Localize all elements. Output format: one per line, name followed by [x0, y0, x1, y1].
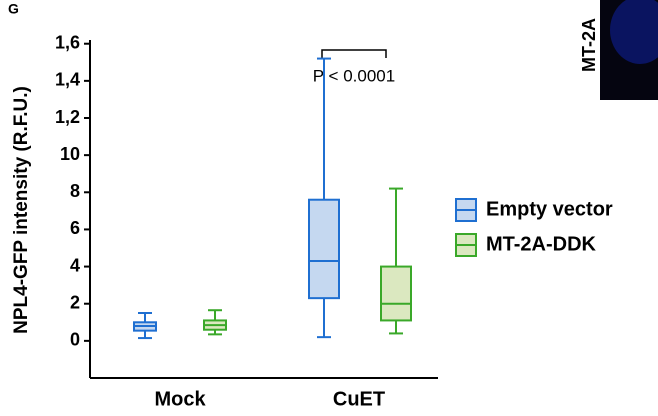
- box: [381, 267, 411, 321]
- y-tick-label: 6: [70, 218, 80, 238]
- significance-bracket: [322, 50, 386, 58]
- side-label: MT-2A: [579, 18, 599, 72]
- y-tick-label: 2: [70, 292, 80, 312]
- annotation: P < 0.0001: [313, 66, 395, 85]
- legend-label: Empty vector: [486, 198, 613, 220]
- y-tick-label: 4: [70, 255, 80, 275]
- y-tick-label: 8: [70, 181, 80, 201]
- y-tick-label: 1,4: [55, 70, 80, 90]
- x-tick-label: CuET: [333, 388, 385, 410]
- figure: G MT-2A NPL4-GFP intensity (R.F.U.) P < …: [0, 0, 658, 416]
- legend-label: MT-2A-DDK: [486, 233, 597, 255]
- y-tick-label: 1,2: [55, 107, 80, 127]
- y-tick-label: 1,6: [55, 32, 80, 52]
- panel-label: G: [8, 1, 19, 17]
- x-tick-label: Mock: [154, 388, 206, 410]
- y-tick-label: 10: [60, 144, 80, 164]
- y-tick-label: 0: [70, 330, 80, 350]
- y-axis-label: NPL4-GFP intensity (R.F.U.): [11, 86, 32, 334]
- box: [309, 200, 339, 298]
